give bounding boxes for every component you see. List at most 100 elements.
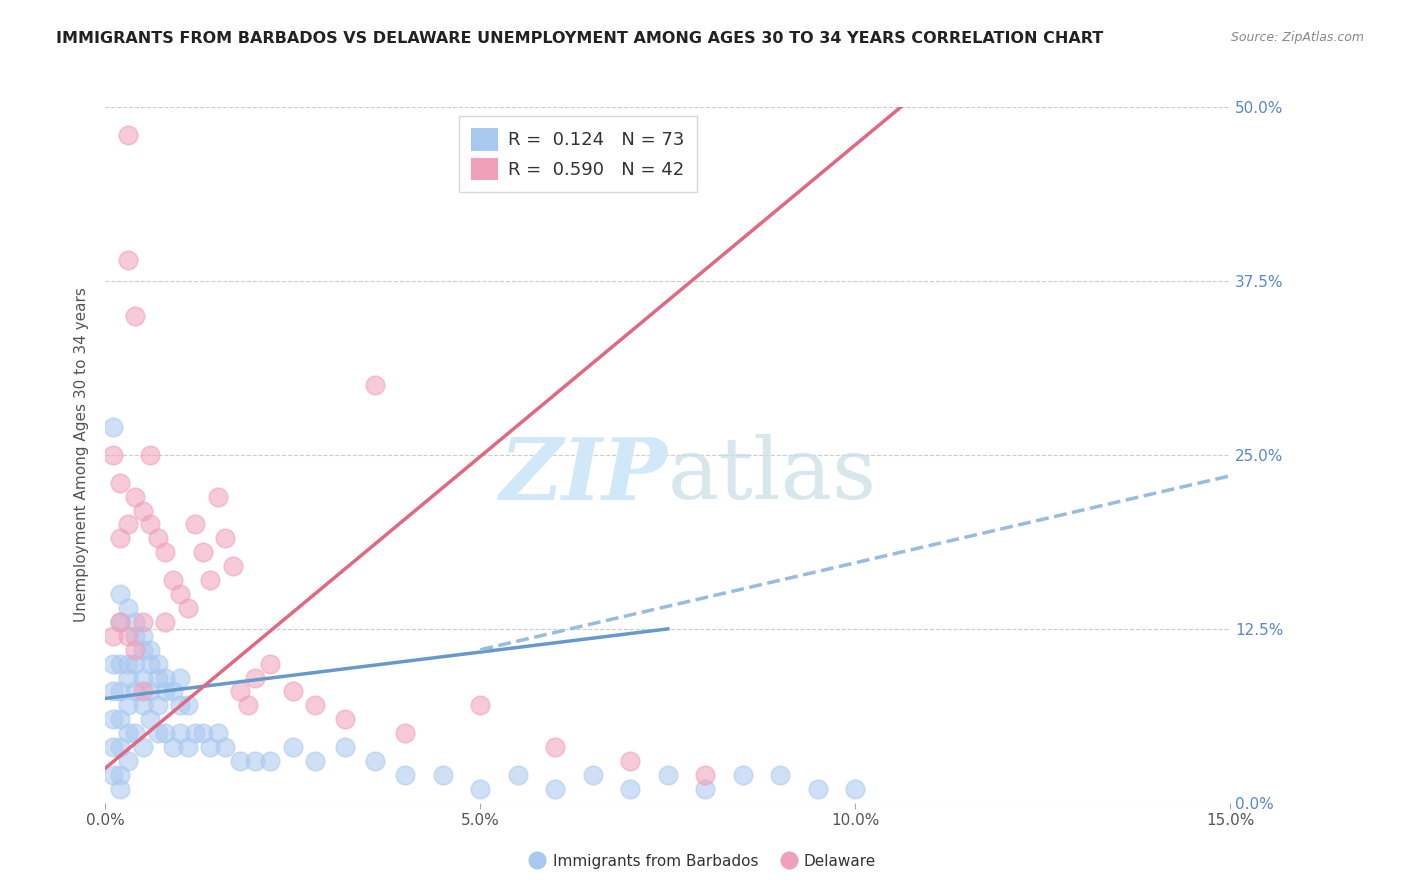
Point [117, 671, 139, 685]
Point [146, 698, 169, 713]
Point [335, 740, 357, 755]
Point [169, 587, 191, 601]
Point [117, 754, 139, 768]
Point [117, 698, 139, 713]
Point [139, 448, 162, 462]
Point [155, 615, 177, 629]
Point [544, 781, 567, 796]
Point [200, 740, 222, 755]
Point [117, 601, 139, 615]
Text: ZIP: ZIP [501, 434, 668, 517]
Point [245, 671, 267, 685]
Point [155, 671, 177, 685]
Point [222, 559, 245, 574]
Point [259, 754, 281, 768]
Point [110, 587, 132, 601]
Point [184, 726, 207, 740]
Point [619, 754, 641, 768]
Point [139, 684, 162, 698]
Point [101, 629, 124, 643]
Point [177, 698, 200, 713]
Point [132, 642, 155, 657]
Point [731, 768, 754, 782]
Point [544, 740, 567, 755]
Point [432, 768, 454, 782]
Point [124, 615, 146, 629]
Point [364, 378, 387, 392]
Point [124, 642, 146, 657]
Text: Source: ZipAtlas.com: Source: ZipAtlas.com [1230, 31, 1364, 45]
Point [146, 671, 169, 685]
Point [844, 781, 866, 796]
Point [657, 768, 679, 782]
Point [110, 657, 132, 671]
Point [169, 726, 191, 740]
Point [769, 768, 792, 782]
Point [304, 754, 326, 768]
Point [281, 740, 304, 755]
Point [245, 754, 267, 768]
Point [124, 726, 146, 740]
Point [155, 545, 177, 559]
Point [207, 726, 229, 740]
Point [177, 601, 200, 615]
Point [162, 740, 184, 755]
Point [214, 532, 236, 546]
Point [394, 768, 416, 782]
Point [101, 448, 124, 462]
Point [110, 740, 132, 755]
Point [807, 781, 830, 796]
Y-axis label: Unemployment Among Ages 30 to 34 years: Unemployment Among Ages 30 to 34 years [75, 287, 90, 623]
Point [132, 629, 155, 643]
Point [200, 573, 222, 587]
Point [229, 754, 252, 768]
Point [132, 740, 155, 755]
Point [117, 657, 139, 671]
Text: IMMIGRANTS FROM BARBADOS VS DELAWARE UNEMPLOYMENT AMONG AGES 30 TO 34 YEARS CORR: IMMIGRANTS FROM BARBADOS VS DELAWARE UNE… [56, 31, 1104, 46]
Point [139, 657, 162, 671]
Point [139, 642, 162, 657]
Point [335, 712, 357, 726]
Point [132, 615, 155, 629]
Point [110, 768, 132, 782]
Point [155, 726, 177, 740]
Point [146, 532, 169, 546]
Point [117, 726, 139, 740]
Point [124, 657, 146, 671]
Point [110, 532, 132, 546]
Point [101, 740, 124, 755]
Point [132, 698, 155, 713]
Point [184, 517, 207, 532]
Point [470, 698, 492, 713]
Point [139, 712, 162, 726]
Point [582, 768, 605, 782]
Point [695, 781, 717, 796]
Point [132, 671, 155, 685]
Point [695, 768, 717, 782]
Point [394, 726, 416, 740]
Point [470, 781, 492, 796]
Point [110, 684, 132, 698]
Point [236, 698, 259, 713]
Point [229, 684, 252, 698]
Point [191, 726, 214, 740]
Point [146, 726, 169, 740]
Point [101, 420, 124, 434]
Point [214, 740, 236, 755]
Point [132, 503, 155, 517]
Point [117, 629, 139, 643]
Point [259, 657, 281, 671]
Point [101, 712, 124, 726]
Point [124, 490, 146, 504]
Legend: R =  0.124   N = 73, R =  0.590   N = 42: R = 0.124 N = 73, R = 0.590 N = 42 [458, 116, 697, 192]
Legend: Immigrants from Barbados, Delaware: Immigrants from Barbados, Delaware [523, 848, 883, 875]
Point [162, 573, 184, 587]
Point [364, 754, 387, 768]
Point [169, 671, 191, 685]
Point [162, 684, 184, 698]
Point [110, 781, 132, 796]
Point [117, 253, 139, 268]
Point [169, 698, 191, 713]
Point [207, 490, 229, 504]
Point [124, 684, 146, 698]
